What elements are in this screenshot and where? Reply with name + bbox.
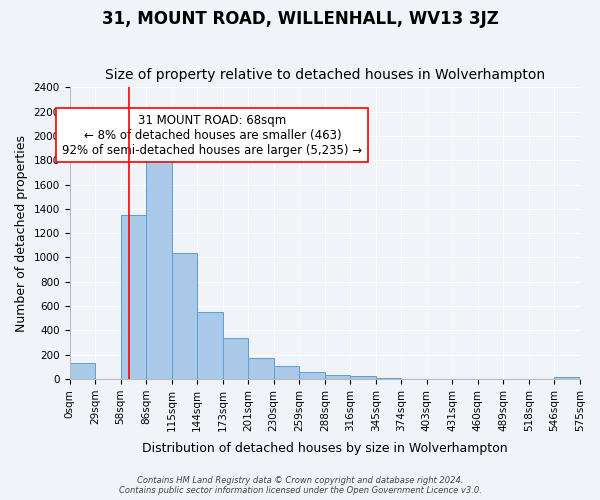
X-axis label: Distribution of detached houses by size in Wolverhampton: Distribution of detached houses by size … (142, 442, 508, 455)
Title: Size of property relative to detached houses in Wolverhampton: Size of property relative to detached ho… (105, 68, 545, 82)
Bar (172, 252, 197, 379)
Bar (121, 215, 146, 379)
Bar (223, 338, 248, 379)
Text: Contains HM Land Registry data © Crown copyright and database right 2024.
Contai: Contains HM Land Registry data © Crown c… (119, 476, 481, 495)
Bar (197, 312, 223, 379)
Bar (248, 358, 274, 379)
Bar (146, 150, 172, 379)
Bar (70, 363, 95, 379)
Bar (325, 376, 350, 379)
Bar (274, 366, 299, 379)
Text: 31 MOUNT ROAD: 68sqm
← 8% of detached houses are smaller (463)
92% of semi-detac: 31 MOUNT ROAD: 68sqm ← 8% of detached ho… (62, 114, 362, 156)
Bar (350, 376, 376, 379)
Y-axis label: Number of detached properties: Number of detached properties (15, 134, 28, 332)
Bar (299, 372, 325, 379)
Bar (376, 378, 401, 379)
Text: 31, MOUNT ROAD, WILLENHALL, WV13 3JZ: 31, MOUNT ROAD, WILLENHALL, WV13 3JZ (101, 10, 499, 28)
Bar (554, 376, 580, 379)
